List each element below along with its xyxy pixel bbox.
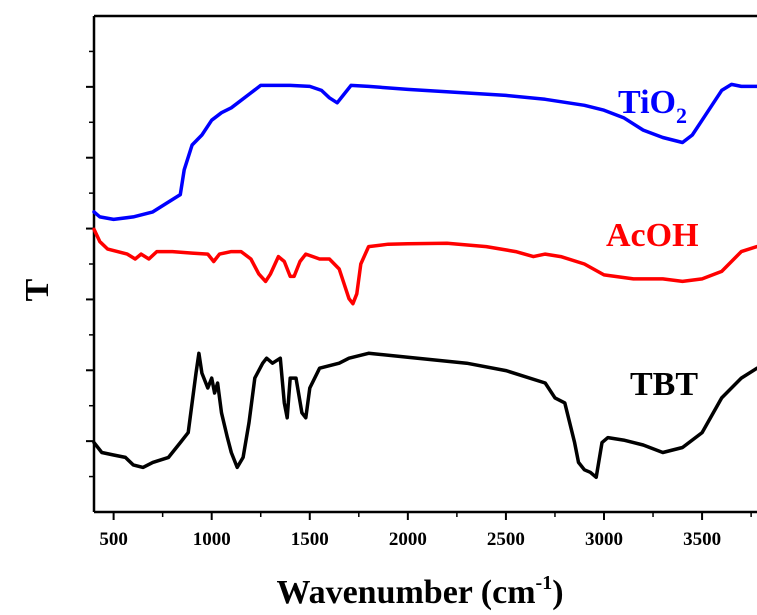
x-tick-label: 3000 [585, 529, 623, 550]
x-tick-label: 3500 [683, 529, 721, 550]
x-tick-label: 1000 [193, 529, 231, 550]
series-labels: TiO2 AcOH TBT [606, 84, 699, 403]
x-tick-label: 500 [99, 529, 128, 550]
series-label-acoh: AcOH [606, 217, 699, 254]
series-line-tbt [92, 351, 757, 480]
x-tick-label: 2500 [487, 529, 525, 550]
y-axis-title: T [19, 278, 56, 301]
series-label-tio2-main: TiO [618, 84, 676, 121]
series-layer [92, 82, 757, 480]
x-axis-title-close: ) [552, 574, 563, 611]
series-line-tio2 [92, 82, 757, 222]
series-label-tio2: TiO2 [618, 84, 687, 128]
axes: 500 1000 1500 2000 2500 3000 3500 [86, 14, 757, 550]
x-axis-title: Wavenumber (cm-1) [276, 572, 563, 611]
series-label-tbt: TBT [630, 366, 698, 403]
x-axis-title-sup: -1 [536, 572, 553, 594]
x-axis-title-main: Wavenumber (cm [276, 574, 535, 611]
series-label-tio2-sub: 2 [676, 103, 687, 128]
x-tick-label: 2000 [389, 529, 427, 550]
series-line-acoh [92, 227, 757, 306]
x-tick-label: 1500 [291, 529, 329, 550]
